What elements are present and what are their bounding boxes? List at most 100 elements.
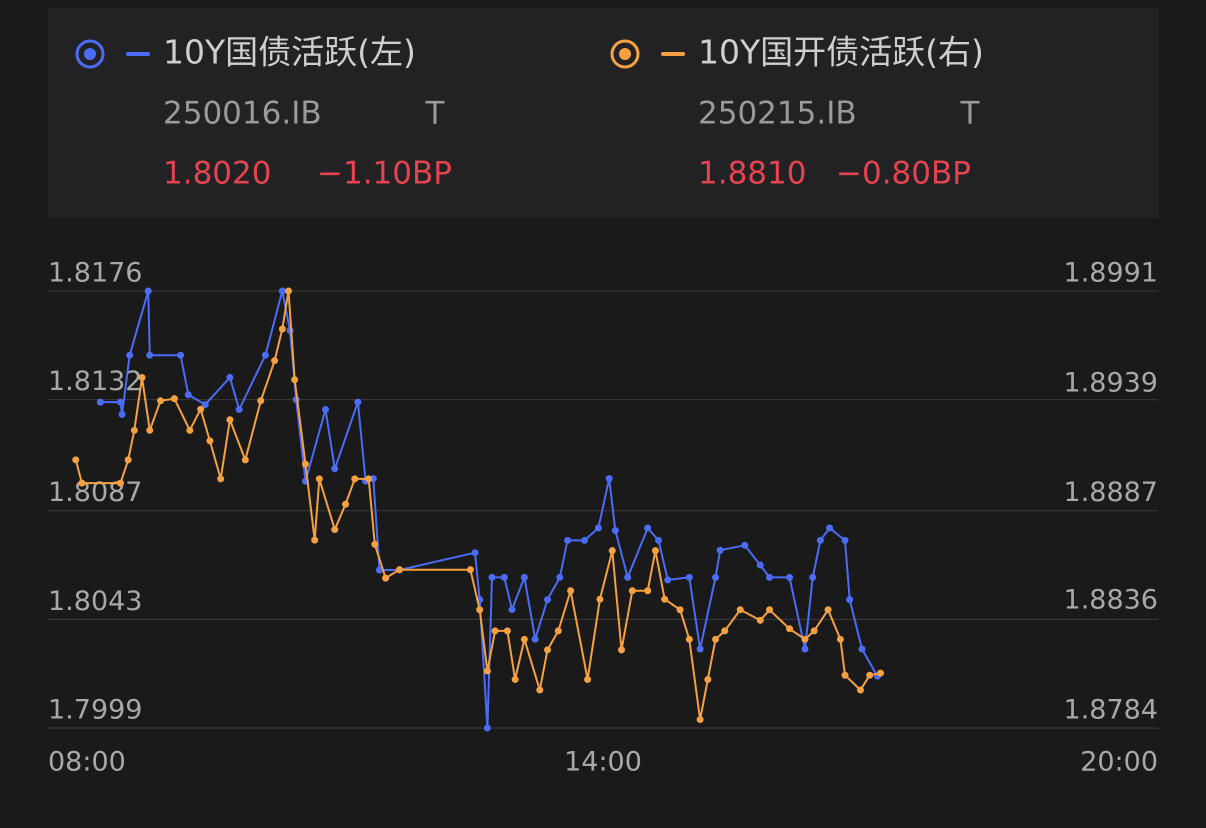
series-point	[712, 573, 720, 581]
series-point	[618, 646, 625, 654]
y2-tick-label: 1.8991	[1064, 258, 1158, 289]
legend-name: 10Y国债活跃(左)	[163, 33, 416, 72]
series-point	[786, 625, 794, 633]
series-point	[146, 351, 154, 359]
series-point	[226, 416, 234, 424]
series-point	[696, 716, 704, 724]
series-point	[685, 635, 693, 643]
series-point	[116, 479, 124, 487]
series-point	[322, 406, 329, 414]
series-point	[676, 606, 684, 614]
series-point	[712, 635, 720, 643]
series-point	[511, 675, 519, 683]
series-point	[396, 566, 403, 574]
x-tick-label: 20:00	[1080, 747, 1158, 778]
series-point	[116, 398, 124, 406]
series-point	[584, 675, 592, 683]
y2-tick-label: 1.8887	[1064, 477, 1158, 508]
series-point	[476, 606, 484, 614]
series-point	[704, 675, 712, 683]
series-point	[696, 645, 704, 653]
series-point	[72, 456, 80, 464]
series-point	[644, 524, 652, 532]
series-point	[491, 627, 499, 635]
series-point	[184, 391, 192, 399]
y-tick-label: 1.7999	[48, 695, 142, 726]
y-tick-label: 1.8043	[48, 586, 142, 617]
series-point	[766, 606, 773, 614]
series-point	[628, 587, 636, 595]
series-point	[801, 635, 809, 643]
series-point	[866, 671, 874, 679]
series-point	[226, 373, 234, 381]
series-point	[877, 669, 884, 677]
series-point	[544, 596, 551, 604]
series-point	[786, 573, 794, 581]
series-point	[655, 536, 662, 544]
series-point	[197, 405, 205, 413]
x-tick-label: 14:00	[564, 747, 642, 778]
series-point	[301, 460, 309, 468]
series-point	[756, 616, 764, 624]
series-point	[170, 395, 178, 403]
series-point	[644, 587, 652, 595]
series-point	[716, 546, 724, 554]
legend-flag: T	[960, 96, 981, 132]
legend-change: −0.80BP	[836, 156, 971, 192]
series-point	[556, 573, 564, 581]
series-point	[354, 398, 362, 406]
series-point	[471, 549, 479, 557]
series-point	[544, 646, 551, 654]
series-point	[124, 456, 132, 464]
series-line	[100, 290, 879, 729]
series-point	[488, 573, 496, 581]
series-point	[581, 536, 588, 544]
series-point	[315, 475, 323, 483]
series-point	[685, 573, 693, 581]
series-point	[756, 561, 764, 569]
series-point	[483, 724, 491, 732]
series-point	[342, 500, 350, 508]
legend-icon	[75, 39, 105, 69]
series-point	[554, 627, 562, 635]
legend-icon	[610, 39, 640, 69]
series-point	[826, 524, 834, 532]
series-point	[278, 325, 286, 333]
series-point	[856, 686, 864, 694]
legend-last: 1.8810	[698, 156, 806, 192]
legend-icon-dot	[84, 48, 96, 60]
series-point	[520, 573, 528, 581]
series-point	[278, 287, 286, 295]
series-point	[257, 397, 265, 405]
series-point	[118, 410, 126, 418]
series-point	[824, 606, 832, 614]
series-point	[531, 635, 539, 643]
y-tick-label: 1.8176	[48, 258, 142, 289]
series-point	[126, 351, 134, 359]
series-point	[605, 475, 613, 483]
series-point	[596, 595, 604, 603]
series-point	[466, 566, 474, 574]
y2-tick-label: 1.8784	[1064, 695, 1158, 726]
series-point	[78, 479, 86, 487]
y-tick-label: 1.8087	[48, 477, 142, 508]
series-line	[74, 290, 881, 720]
series-point	[594, 524, 602, 532]
series-point	[483, 667, 491, 675]
series-point	[285, 287, 292, 295]
series-point	[508, 605, 516, 613]
series-point	[201, 401, 209, 409]
series-point	[138, 374, 146, 382]
series-point	[96, 398, 104, 406]
series-point	[858, 645, 866, 653]
series-point	[144, 287, 152, 295]
series-point	[809, 573, 817, 581]
series-point	[736, 606, 744, 614]
series-point	[311, 536, 319, 544]
legend-icon-dot	[619, 48, 631, 60]
series-point	[846, 596, 854, 604]
series-point	[567, 587, 575, 595]
series-point	[217, 475, 225, 483]
series-point	[382, 574, 390, 582]
